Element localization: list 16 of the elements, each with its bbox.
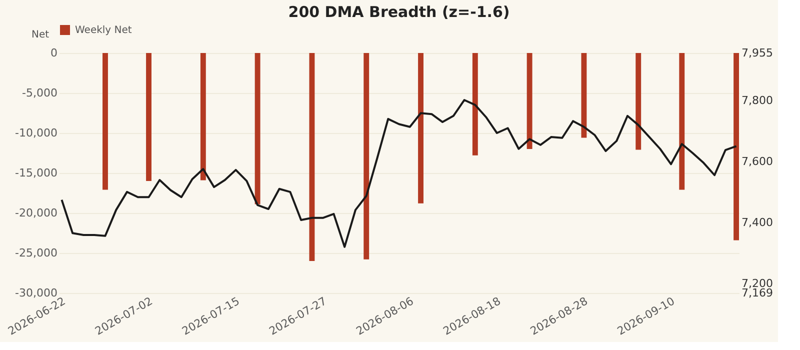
- y-tick-label: -10,000: [15, 126, 58, 140]
- legend-label: Weekly Net: [75, 25, 132, 36]
- y2-tick-label: 7,955: [742, 46, 773, 60]
- y-axis-title: Net: [32, 30, 50, 40]
- y2-tick-label: 7,600: [742, 154, 773, 168]
- line-series: [60, 99, 738, 248]
- y-tick-label: -5,000: [22, 86, 58, 100]
- y-tick-label: 0: [50, 46, 58, 60]
- y-tick-label: -30,000: [15, 286, 58, 300]
- y-tick-label: -15,000: [15, 166, 58, 180]
- y2-tick-label: 7,800: [742, 94, 773, 107]
- y-tick-label: -25,000: [15, 246, 58, 260]
- y2-tick-label: 7,169: [742, 286, 773, 300]
- chart-title: 200 DMA Breadth (z=-1.6): [288, 3, 510, 21]
- y2-tick-label: 7,400: [742, 216, 773, 229]
- y-tick-label: -20,000: [15, 206, 58, 220]
